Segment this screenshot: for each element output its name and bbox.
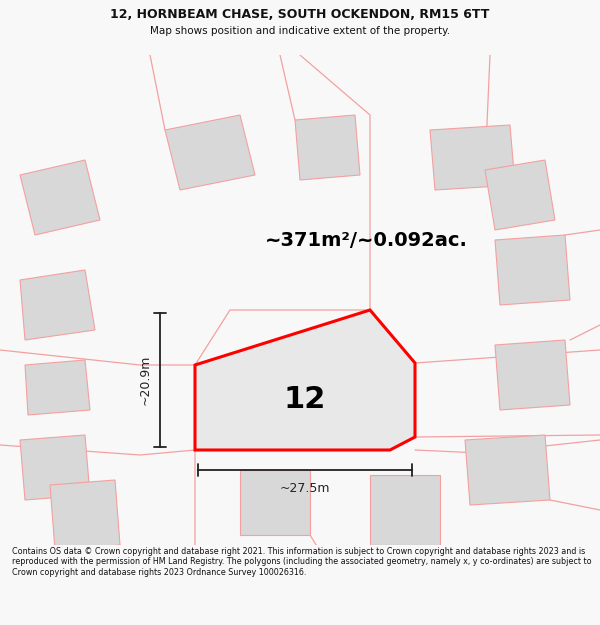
Polygon shape bbox=[195, 310, 415, 450]
Polygon shape bbox=[165, 115, 255, 190]
Polygon shape bbox=[20, 270, 95, 340]
Text: Map shows position and indicative extent of the property.: Map shows position and indicative extent… bbox=[150, 26, 450, 36]
Polygon shape bbox=[50, 480, 120, 550]
Polygon shape bbox=[20, 160, 100, 235]
Polygon shape bbox=[495, 340, 570, 410]
Text: ~371m²/~0.092ac.: ~371m²/~0.092ac. bbox=[265, 231, 468, 249]
Polygon shape bbox=[430, 125, 515, 190]
Text: Contains OS data © Crown copyright and database right 2021. This information is : Contains OS data © Crown copyright and d… bbox=[12, 547, 592, 577]
Polygon shape bbox=[370, 475, 440, 545]
Polygon shape bbox=[25, 360, 90, 415]
Polygon shape bbox=[465, 435, 550, 505]
Polygon shape bbox=[20, 435, 90, 500]
Polygon shape bbox=[295, 115, 360, 180]
Text: 12: 12 bbox=[284, 386, 326, 414]
Polygon shape bbox=[240, 470, 310, 535]
Text: ~20.9m: ~20.9m bbox=[139, 355, 152, 405]
Polygon shape bbox=[495, 235, 570, 305]
Text: ~27.5m: ~27.5m bbox=[280, 482, 330, 495]
Text: 12, HORNBEAM CHASE, SOUTH OCKENDON, RM15 6TT: 12, HORNBEAM CHASE, SOUTH OCKENDON, RM15… bbox=[110, 8, 490, 21]
Polygon shape bbox=[485, 160, 555, 230]
